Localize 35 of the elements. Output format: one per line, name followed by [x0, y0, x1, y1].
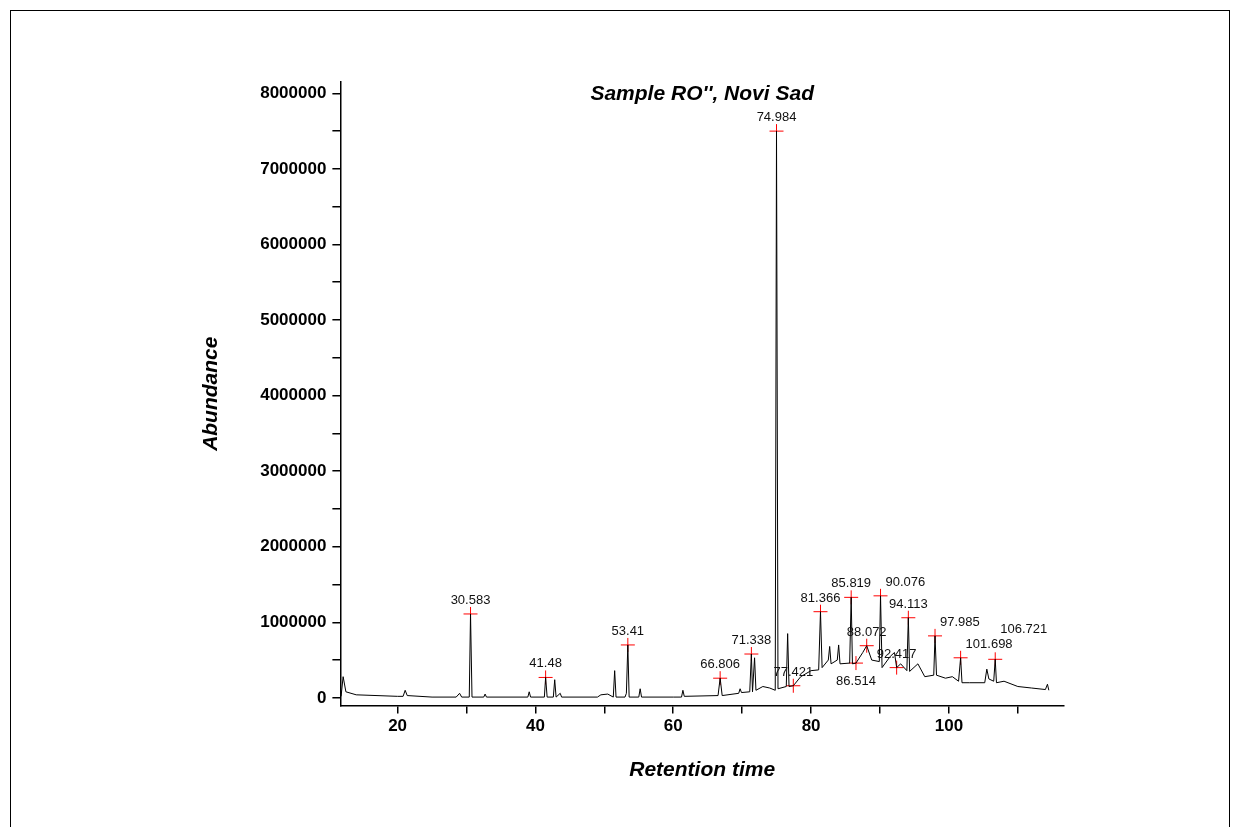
annotation: 90.076	[885, 573, 926, 589]
annotation: 66.806	[700, 656, 741, 672]
annotation: 53.41	[611, 622, 645, 638]
y-tick-label: 8000000	[260, 83, 327, 103]
x-tick-label: 60	[663, 716, 683, 736]
y-tick-label: 4000000	[260, 385, 327, 405]
x-tick-label: 80	[801, 716, 821, 736]
annotation: 41.48	[529, 655, 562, 671]
x-axis-title: Retention time	[629, 757, 776, 781]
annotation: 71.338	[731, 632, 772, 648]
annotation: 30.583	[450, 591, 491, 607]
point	[889, 660, 905, 676]
annotation: 74.984	[756, 109, 797, 125]
y-tick-label: 3000000	[260, 460, 327, 480]
y-tick-label: 2000000	[260, 536, 327, 556]
y-axis-title: Abundance	[198, 336, 222, 452]
y-tick-label: 0	[316, 687, 327, 707]
y-tick-label: 7000000	[260, 158, 327, 178]
annotation: 81.366	[800, 589, 841, 605]
y-tick-label: 6000000	[260, 234, 327, 254]
point	[848, 655, 864, 671]
x-tick-label: 100	[934, 716, 964, 736]
point	[859, 638, 875, 654]
annotation: 106.721	[1000, 621, 1048, 637]
annotation: 85.819	[831, 575, 872, 591]
y-tick-label: 5000000	[260, 309, 327, 329]
chart-title: Sample RO'', Novi Sad	[590, 81, 816, 105]
y-tick-label: 1000000	[260, 611, 327, 631]
annotation: 86.514	[836, 673, 876, 689]
annotation: 94.113	[888, 595, 928, 611]
x-tick-label: 40	[525, 716, 545, 736]
annotation: 101.698	[965, 635, 1013, 651]
point	[785, 678, 801, 694]
x-tick-label: 20	[388, 716, 408, 736]
annotation: 97.985	[940, 613, 980, 629]
